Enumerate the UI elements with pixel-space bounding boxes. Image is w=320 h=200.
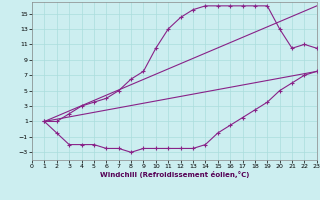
X-axis label: Windchill (Refroidissement éolien,°C): Windchill (Refroidissement éolien,°C)	[100, 171, 249, 178]
